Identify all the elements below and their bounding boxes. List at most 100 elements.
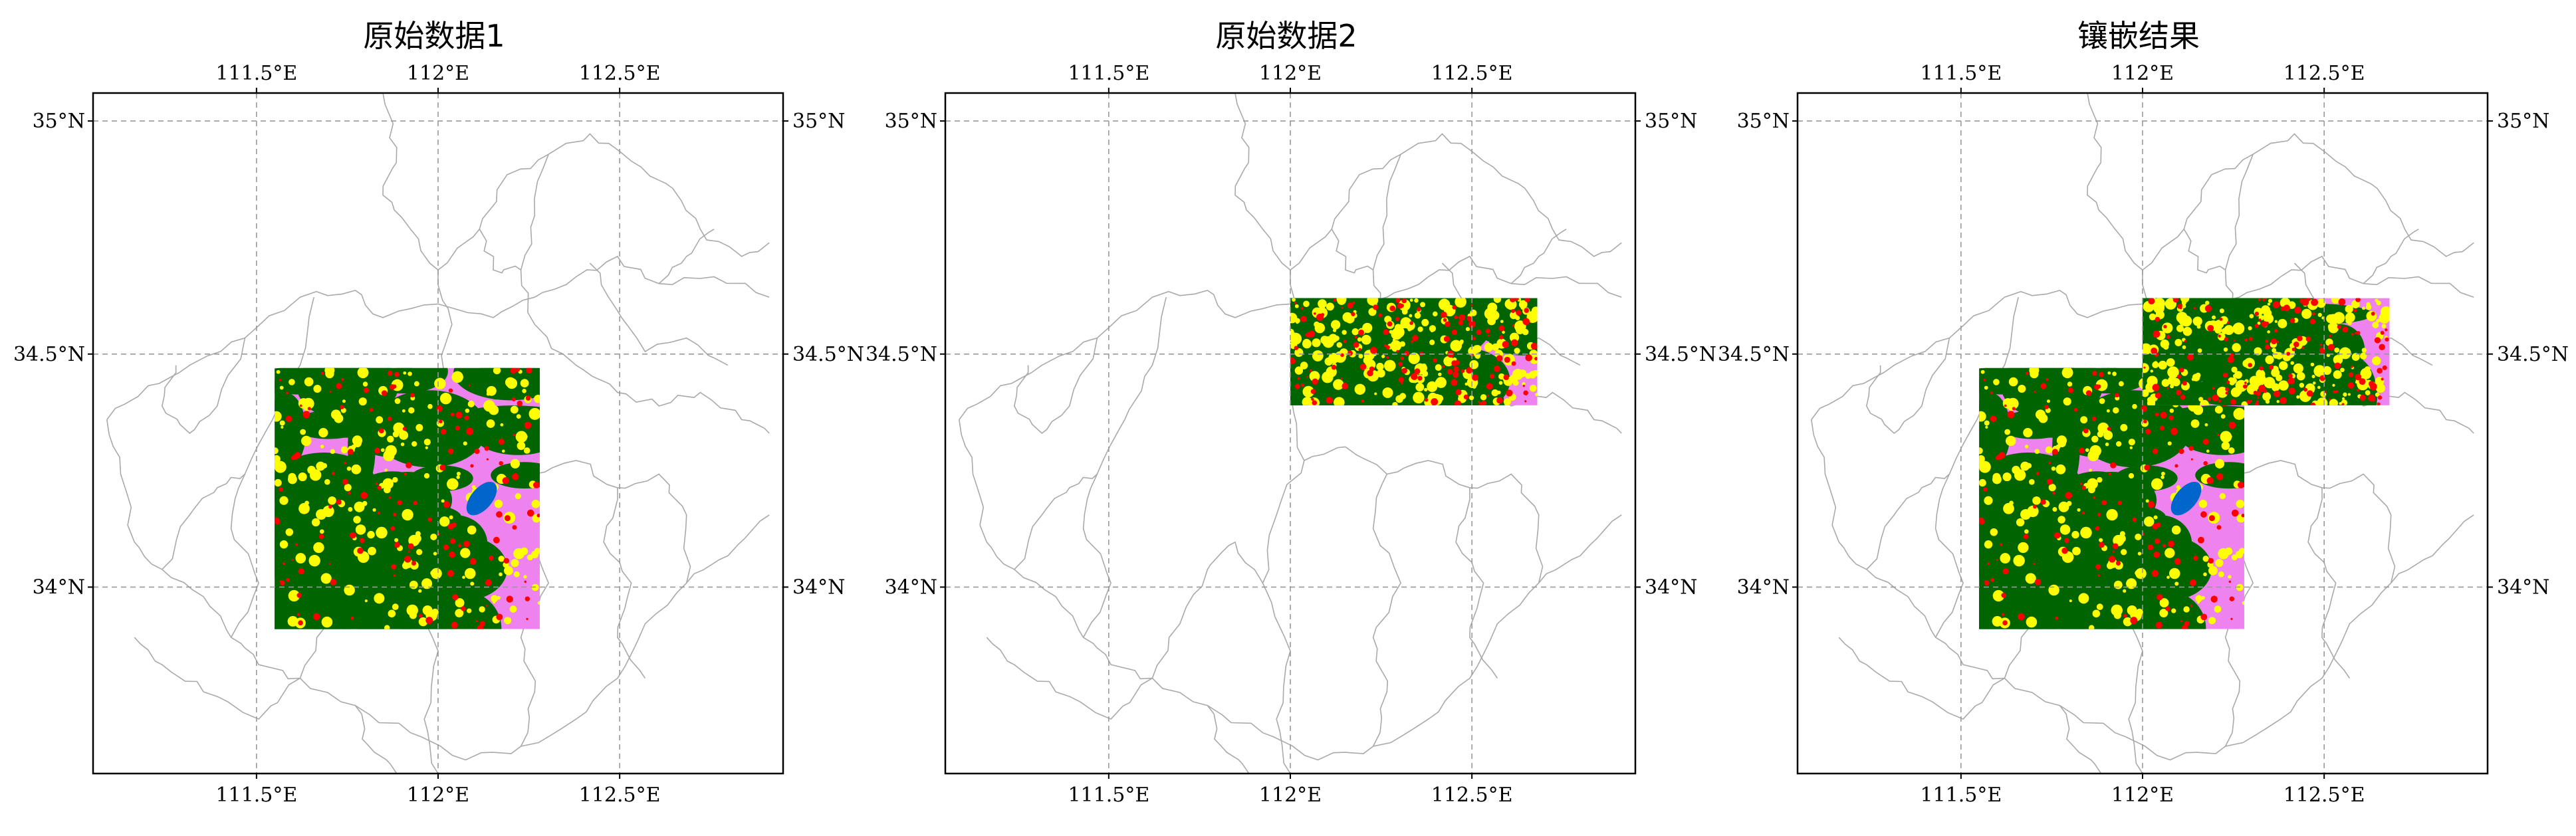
grassland-patch <box>1992 589 2004 602</box>
grassland-patch <box>2034 449 2040 455</box>
grassland-patch <box>2366 310 2377 322</box>
grassland-patch <box>298 502 310 514</box>
urban-patch <box>2297 335 2303 342</box>
grassland-patch <box>2135 568 2147 579</box>
urban-patch <box>2144 464 2151 471</box>
urban-patch <box>1524 298 1531 302</box>
urban-patch <box>1461 369 1465 373</box>
grassland-patch <box>1531 306 1538 315</box>
grassland-patch <box>2372 356 2381 366</box>
grassland-patch <box>2366 302 2371 306</box>
urban-patch <box>1343 340 1347 344</box>
urban-patch <box>1412 335 1419 342</box>
urban-patch <box>298 620 303 626</box>
urban-patch <box>1441 311 1447 318</box>
grassland-patch <box>1399 341 1405 347</box>
urban-patch <box>2053 532 2061 539</box>
grassland-patch <box>2061 367 2073 379</box>
urban-patch <box>2256 400 2259 403</box>
urban-patch <box>1354 336 1357 339</box>
grassland-patch <box>1417 326 1423 332</box>
grassland-patch <box>2204 423 2208 427</box>
urban-patch <box>1454 400 1462 405</box>
grassland-patch <box>408 371 412 376</box>
grassland-patch <box>2192 316 2202 326</box>
urban-patch <box>2248 363 2253 367</box>
urban-patch <box>1522 384 1526 387</box>
urban-patch <box>2257 396 2260 399</box>
urban-patch <box>2155 621 2163 629</box>
urban-patch <box>1525 354 1532 362</box>
urban-patch <box>331 472 335 475</box>
urban-patch <box>1400 356 1404 360</box>
urban-patch <box>2092 370 2097 376</box>
forest-patch <box>1979 510 2048 552</box>
urban-patch <box>2155 412 2159 417</box>
grassland-patch <box>301 435 312 447</box>
urban-patch <box>2145 429 2151 435</box>
grassland-patch <box>352 435 362 446</box>
grassland-patch <box>2171 608 2176 613</box>
water-body <box>466 482 497 516</box>
urban-patch <box>496 613 503 621</box>
lon-tick-label-top: 111.5°E <box>1920 62 2002 85</box>
urban-patch <box>2208 515 2215 522</box>
urban-patch <box>2181 625 2188 629</box>
grassland-patch <box>1438 372 1442 377</box>
grassland-patch <box>504 566 513 575</box>
urban-patch <box>2351 366 2353 368</box>
grassland-patch <box>288 589 300 602</box>
urban-patch <box>1395 298 1401 303</box>
urban-patch <box>2176 374 2181 379</box>
urban-patch <box>2048 461 2051 465</box>
urban-patch <box>2303 387 2308 392</box>
urban-patch <box>2200 613 2208 621</box>
grassland-patch <box>2230 377 2237 384</box>
grassland-patch <box>358 397 367 406</box>
urban-patch <box>296 593 302 598</box>
grassland-patch <box>320 445 324 449</box>
urban-patch <box>1524 308 1530 313</box>
grassland-patch <box>439 516 450 527</box>
urban-patch <box>2299 298 2305 304</box>
grassland-patch <box>1312 338 1321 348</box>
urban-patch <box>336 383 342 389</box>
lon-tick-label-top: 111.5°E <box>1068 62 1149 85</box>
grassland-patch <box>2361 348 2367 353</box>
grassland-patch <box>1515 316 1520 320</box>
grassland-patch <box>351 464 362 474</box>
grassland-patch <box>2024 445 2029 449</box>
urban-patch <box>2095 526 2100 531</box>
urban-patch <box>1361 399 1365 403</box>
urban-patch <box>466 427 474 435</box>
urban-patch <box>2153 551 2160 558</box>
grassland-patch <box>2105 442 2109 447</box>
grassland-patch <box>1408 352 1420 364</box>
grassland-patch <box>1414 312 1421 319</box>
urban-patch <box>2293 341 2299 348</box>
urban-patch <box>283 562 285 566</box>
urban-patch <box>1294 384 1298 388</box>
grassland-patch <box>515 431 528 443</box>
grassland-patch <box>2013 554 2025 567</box>
urban-patch <box>474 449 480 455</box>
grassland-patch <box>2346 312 2352 318</box>
lon-tick-label-top: 111.5°E <box>215 62 297 85</box>
grassland-patch <box>1342 330 1347 335</box>
grassland-patch <box>2072 546 2081 556</box>
urban-patch <box>375 482 378 485</box>
grassland-patch <box>2174 338 2182 347</box>
urban-patch <box>2347 382 2355 389</box>
urban-patch <box>1455 389 1462 395</box>
urban-patch <box>2301 346 2305 350</box>
urban-patch <box>2083 428 2089 434</box>
grassland-patch <box>1393 326 1405 338</box>
urban-patch <box>2155 392 2161 399</box>
urban-patch <box>2174 558 2181 565</box>
grassland-patch <box>1421 318 1429 326</box>
boundary-line <box>603 487 646 679</box>
urban-patch <box>2311 298 2319 306</box>
urban-patch <box>363 387 370 393</box>
grassland-patch <box>2137 552 2142 556</box>
urban-patch <box>404 472 408 476</box>
